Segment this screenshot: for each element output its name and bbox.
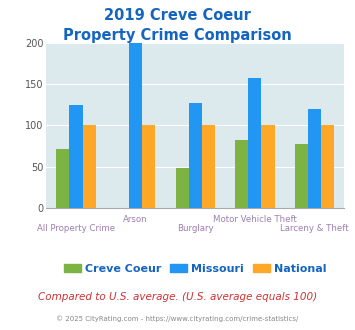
Bar	[202, 125, 215, 208]
Bar	[295, 145, 308, 208]
Text: Motor Vehicle Theft: Motor Vehicle Theft	[213, 214, 297, 223]
Bar	[129, 43, 142, 208]
Text: © 2025 CityRating.com - https://www.cityrating.com/crime-statistics/: © 2025 CityRating.com - https://www.city…	[56, 315, 299, 322]
Bar	[248, 78, 261, 208]
Bar	[261, 125, 274, 208]
Text: All Property Crime: All Property Crime	[37, 224, 115, 233]
Legend: Creve Coeur, Missouri, National: Creve Coeur, Missouri, National	[59, 260, 331, 279]
Bar	[70, 105, 82, 208]
Text: Arson: Arson	[123, 214, 148, 223]
Text: Compared to U.S. average. (U.S. average equals 100): Compared to U.S. average. (U.S. average …	[38, 292, 317, 302]
Bar	[321, 125, 334, 208]
Bar	[142, 125, 155, 208]
Bar	[189, 103, 202, 208]
Bar	[176, 168, 189, 208]
Bar	[235, 140, 248, 208]
Bar	[308, 109, 321, 208]
Text: 2019 Creve Coeur: 2019 Creve Coeur	[104, 8, 251, 23]
Bar	[82, 125, 95, 208]
Text: Property Crime Comparison: Property Crime Comparison	[63, 28, 292, 43]
Bar	[56, 148, 70, 208]
Text: Larceny & Theft: Larceny & Theft	[280, 224, 349, 233]
Text: Burglary: Burglary	[177, 224, 214, 233]
